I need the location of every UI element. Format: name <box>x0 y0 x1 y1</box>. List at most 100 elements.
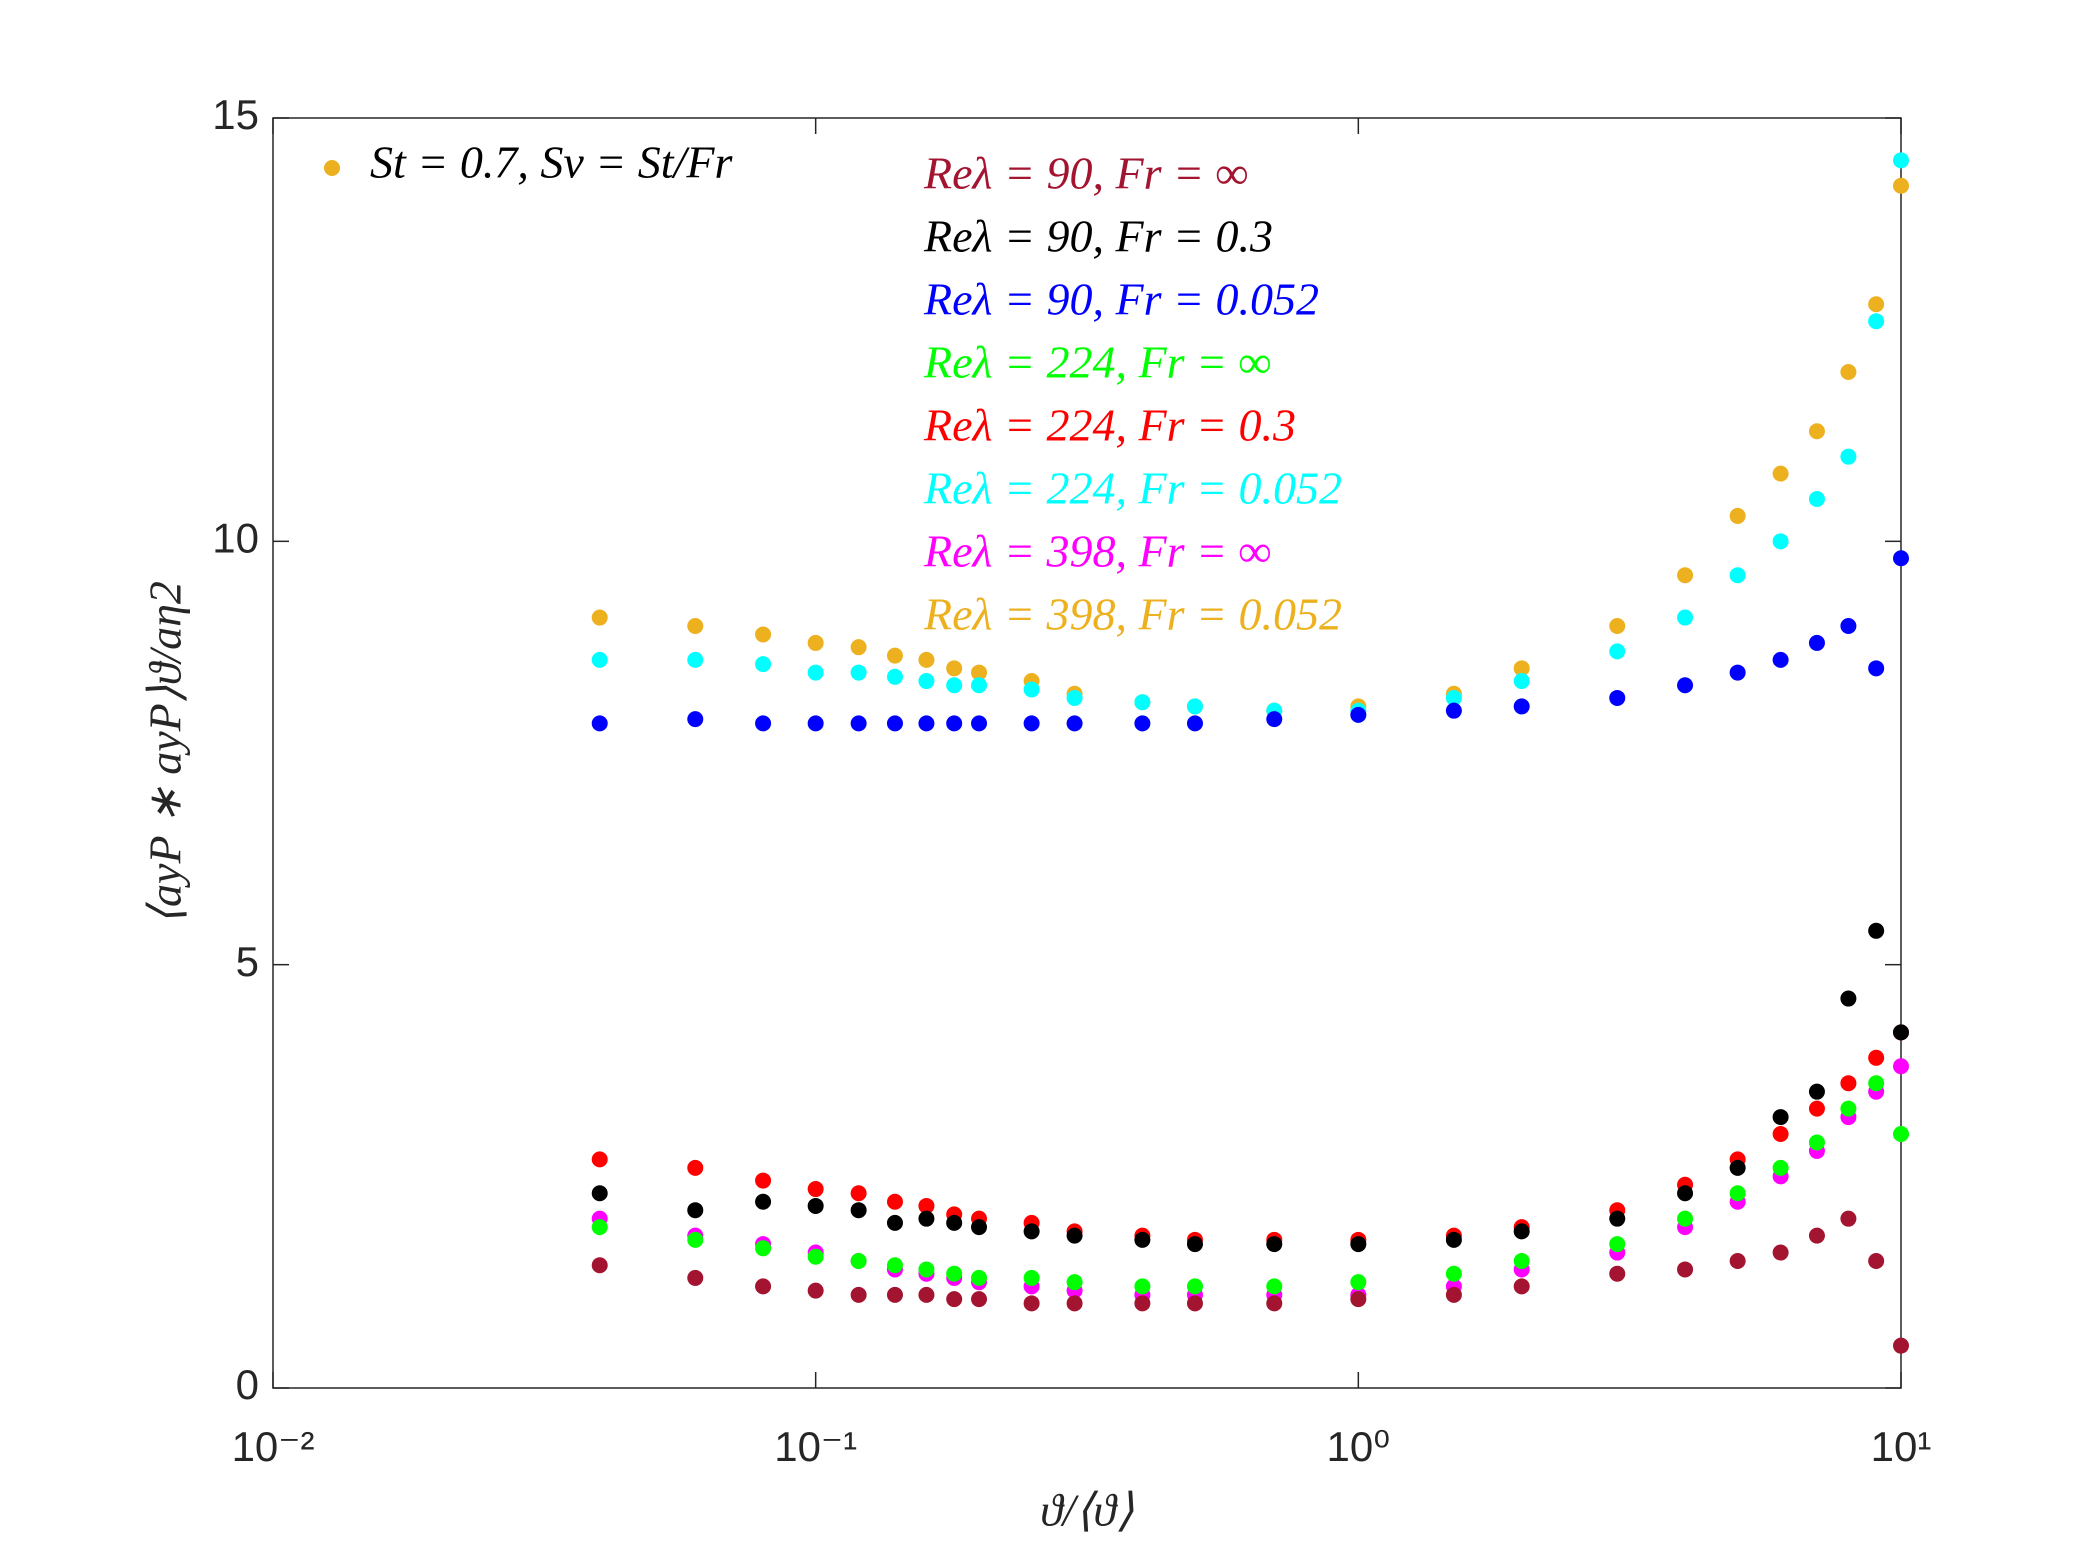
point <box>1134 715 1151 732</box>
point <box>687 711 704 728</box>
point <box>1893 1126 1909 1142</box>
point <box>1266 711 1283 728</box>
plot-frame <box>272 117 1902 1389</box>
point <box>850 1286 867 1303</box>
point <box>591 651 608 668</box>
point <box>946 1265 963 1282</box>
point <box>1445 1231 1462 1248</box>
point <box>1513 673 1530 690</box>
point <box>1186 1236 1203 1253</box>
point <box>886 1193 903 1210</box>
point <box>591 609 608 626</box>
x-axis-label: ϑ/⟨ϑ⟩ <box>1040 1485 1134 1536</box>
point <box>1772 1159 1789 1176</box>
point <box>1677 677 1694 694</box>
point <box>755 1193 772 1210</box>
point <box>1513 1278 1530 1295</box>
point <box>1868 296 1885 313</box>
y-tick-label: 0 <box>236 1361 259 1408</box>
point <box>946 1291 963 1308</box>
legend-entry: Reλ = 90, Fr = 0.3 <box>923 211 1273 262</box>
legend-entry: Reλ = 224, Fr = 0.3 <box>923 400 1296 451</box>
point <box>918 673 935 690</box>
point <box>1868 313 1885 330</box>
point <box>755 626 772 643</box>
point <box>1893 177 1909 194</box>
point <box>1186 1278 1203 1295</box>
point <box>850 715 867 732</box>
point <box>918 651 935 668</box>
legend-entry: Reλ = 90, Fr = 0.052 <box>923 274 1319 325</box>
point <box>1609 1236 1626 1253</box>
point <box>886 1214 903 1231</box>
point <box>807 1181 824 1198</box>
point <box>971 715 988 732</box>
point <box>1772 1244 1789 1261</box>
point <box>1840 1100 1857 1117</box>
point <box>1808 1083 1825 1100</box>
point <box>1186 698 1203 715</box>
point <box>755 656 772 673</box>
point <box>946 677 963 694</box>
y-tick-label: 5 <box>236 938 259 985</box>
legend-entry: Reλ = 90, Fr = ∞ <box>923 148 1248 199</box>
point <box>1840 448 1857 465</box>
point <box>1513 1253 1530 1269</box>
y-tick-label: 10 <box>212 514 259 561</box>
point <box>918 1197 935 1214</box>
point <box>886 1286 903 1303</box>
point <box>1893 1058 1909 1075</box>
point <box>971 664 988 681</box>
legend-marker <box>324 160 340 176</box>
point <box>1677 609 1694 626</box>
point <box>850 1253 867 1269</box>
point <box>755 1278 772 1295</box>
x-tick-label: 10⁻² <box>232 1423 315 1470</box>
point <box>918 1286 935 1303</box>
point <box>1772 465 1789 482</box>
point <box>1513 660 1530 677</box>
point <box>850 1202 867 1219</box>
point <box>807 1197 824 1214</box>
point <box>1023 715 1040 732</box>
x-tick-label: 10⁰ <box>1327 1423 1391 1470</box>
point <box>946 715 963 732</box>
point <box>1772 1126 1789 1142</box>
point <box>1808 1100 1825 1117</box>
point <box>1840 1210 1857 1227</box>
point <box>886 647 903 664</box>
point <box>687 1269 704 1286</box>
point <box>591 1151 608 1168</box>
point <box>886 668 903 685</box>
point <box>1066 1274 1083 1291</box>
point <box>850 1185 867 1202</box>
point <box>591 1185 608 1202</box>
point <box>1134 1295 1151 1312</box>
point <box>807 634 824 651</box>
point <box>591 715 608 732</box>
point <box>1677 1210 1694 1227</box>
point <box>687 651 704 668</box>
point <box>1023 1269 1040 1286</box>
point <box>1609 1265 1626 1282</box>
point <box>1677 1261 1694 1278</box>
point <box>1772 1109 1789 1126</box>
point <box>755 715 772 732</box>
point <box>971 677 988 694</box>
point <box>918 715 935 732</box>
point <box>687 1159 704 1176</box>
point <box>807 715 824 732</box>
point <box>1350 1236 1367 1253</box>
y-tick-label: 15 <box>212 91 259 138</box>
point <box>807 1282 824 1299</box>
point <box>1868 922 1885 939</box>
x-tick-label: 10⁻¹ <box>774 1423 857 1470</box>
point <box>1840 1075 1857 1092</box>
point <box>1445 1286 1462 1303</box>
point <box>1066 1227 1083 1244</box>
point <box>1808 491 1825 507</box>
x-tick-label: 10¹ <box>1871 1423 1932 1470</box>
point <box>591 1219 608 1236</box>
point <box>755 1240 772 1257</box>
point <box>1350 1274 1367 1291</box>
